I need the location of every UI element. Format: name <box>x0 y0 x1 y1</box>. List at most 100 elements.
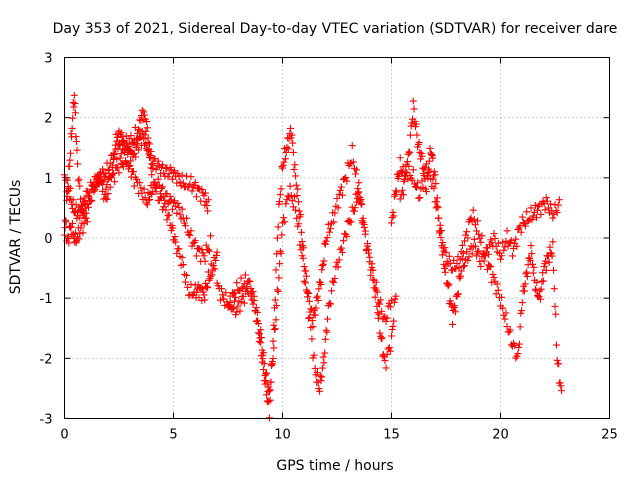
data-point-marker <box>554 201 562 209</box>
data-point-marker <box>164 212 172 220</box>
data-point-marker <box>113 155 121 163</box>
data-point-marker <box>236 307 244 315</box>
data-point-marker <box>457 267 465 275</box>
data-point-marker <box>515 340 523 348</box>
data-point-marker <box>82 204 90 212</box>
data-point-marker <box>212 251 220 259</box>
data-point-marker <box>506 238 514 246</box>
data-point-marker <box>432 180 440 188</box>
y-axis-label: SDTVAR / TECUs <box>8 180 24 295</box>
data-point-marker <box>211 265 219 273</box>
data-point-marker <box>195 294 203 302</box>
data-point-marker <box>390 192 398 200</box>
data-point-marker <box>200 291 208 299</box>
data-point-marker <box>377 296 385 304</box>
data-point-marker <box>434 214 442 222</box>
data-point-marker <box>320 359 328 367</box>
data-point-marker <box>300 263 308 271</box>
data-point-marker <box>262 377 270 385</box>
data-point-marker <box>199 285 207 293</box>
data-point-marker <box>494 286 502 294</box>
data-point-marker <box>93 172 101 180</box>
data-point-marker <box>459 249 467 257</box>
data-point-marker <box>465 253 473 261</box>
data-point-marker <box>503 227 511 235</box>
data-point-marker <box>475 230 483 238</box>
data-point-marker <box>265 397 273 405</box>
data-point-marker <box>547 249 555 257</box>
data-point-marker <box>176 178 184 186</box>
data-point-marker <box>146 154 154 162</box>
data-point-marker <box>360 221 368 229</box>
data-point-marker <box>317 377 325 385</box>
data-point-marker <box>111 141 119 149</box>
data-point-marker <box>338 191 346 199</box>
data-point-marker <box>542 266 550 274</box>
data-point-marker <box>274 287 282 295</box>
data-point-marker <box>487 263 495 271</box>
data-point-marker <box>555 196 563 204</box>
data-point-marker <box>311 311 319 319</box>
data-point-marker <box>187 173 195 181</box>
data-point-marker <box>508 252 516 260</box>
data-point-marker <box>511 341 519 349</box>
data-point-marker <box>115 169 123 177</box>
x-tick-label: 10 <box>274 428 291 443</box>
y-tick-label: -1 <box>40 292 53 307</box>
data-point-marker <box>292 206 300 214</box>
data-point-marker <box>203 202 211 210</box>
data-point-marker <box>173 179 181 187</box>
data-point-marker <box>302 286 310 294</box>
data-point-marker <box>162 206 170 214</box>
data-point-marker <box>474 248 482 256</box>
series-trace-e <box>224 179 400 396</box>
data-point-marker <box>383 314 391 322</box>
data-point-marker <box>551 302 559 310</box>
data-point-marker <box>138 112 146 120</box>
data-point-marker <box>137 184 145 192</box>
data-point-marker <box>319 260 327 268</box>
data-point-marker <box>138 189 146 197</box>
data-point-marker <box>550 210 558 218</box>
data-point-marker <box>490 273 498 281</box>
data-point-marker <box>445 252 453 260</box>
data-point-marker <box>314 378 322 386</box>
data-point-marker <box>416 194 424 202</box>
data-point-marker <box>456 256 464 264</box>
data-point-marker <box>250 292 258 300</box>
data-point-marker <box>148 171 156 179</box>
data-point-marker <box>135 125 143 133</box>
data-point-marker <box>423 172 431 180</box>
data-point-marker <box>548 252 556 260</box>
data-point-marker <box>172 238 180 246</box>
data-point-marker <box>392 292 400 300</box>
data-point-marker <box>143 147 151 155</box>
data-point-marker <box>312 304 320 312</box>
data-point-marker <box>146 195 154 203</box>
data-point-marker <box>104 166 112 174</box>
data-point-marker <box>308 335 316 343</box>
data-point-marker <box>135 134 143 142</box>
data-point-marker <box>366 258 374 266</box>
data-point-marker <box>263 380 271 388</box>
data-point-marker <box>233 308 241 316</box>
data-point-marker <box>396 154 404 162</box>
data-point-marker <box>71 109 79 117</box>
data-point-marker <box>506 326 514 334</box>
data-point-marker <box>82 214 90 222</box>
data-point-marker <box>176 210 184 218</box>
data-point-marker <box>241 271 249 279</box>
data-point-marker <box>449 320 457 328</box>
chart-title: Day 353 of 2021, Sidereal Day-to-day VTE… <box>53 21 618 37</box>
data-point-marker <box>352 170 360 178</box>
data-point-marker <box>229 290 237 298</box>
data-point-marker <box>299 254 307 262</box>
data-point-marker <box>125 162 133 170</box>
data-point-marker <box>457 272 465 280</box>
data-point-marker <box>351 204 359 212</box>
data-point-marker <box>189 183 197 191</box>
data-point-marker <box>232 293 240 301</box>
data-point-marker <box>531 201 539 209</box>
data-point-marker <box>454 290 462 298</box>
data-point-marker <box>452 265 460 273</box>
